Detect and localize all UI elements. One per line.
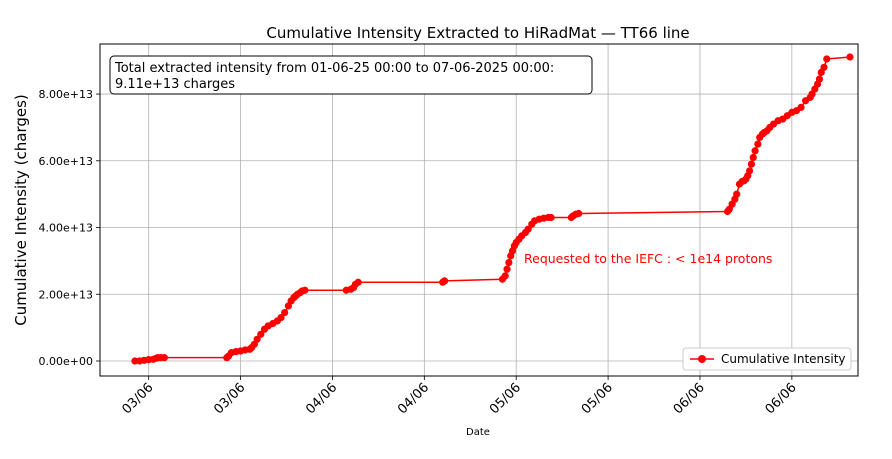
data-point: [747, 160, 756, 168]
y-tick-label: 6.00e+13: [39, 155, 93, 168]
data-point: [749, 153, 757, 162]
data-point: [733, 190, 741, 198]
data-point: [745, 167, 754, 175]
data-point: [820, 63, 828, 71]
data-point: [501, 272, 509, 280]
chart-title: Cumulative Intensity Extracted to HiRadM…: [266, 24, 689, 42]
plot-area: [99, 43, 859, 377]
data-point: [505, 258, 513, 267]
data-point: [524, 225, 532, 233]
data-point: [575, 209, 583, 218]
annotation-box-frame: [109, 55, 593, 95]
data-point: [440, 277, 449, 285]
legend-marker: [698, 355, 706, 363]
data-point: [797, 103, 805, 111]
y-tick-label: 8.00e+13: [39, 88, 93, 101]
requested-note: Requested to the IEFC : < 1e14 protons: [524, 251, 772, 266]
annotation-line-2: 9.11e+13 charges: [115, 77, 235, 92]
data-point: [547, 213, 555, 222]
data-point: [846, 53, 854, 61]
data-point: [257, 330, 265, 338]
data-point: [815, 75, 824, 83]
data-point: [281, 309, 289, 317]
series-layer: [131, 53, 854, 365]
legend-frame: [682, 347, 852, 371]
y-axis-ticks: 0.00e+00 2.00e+13 4.00e+13 6.00e+13 8.00e+13: [39, 88, 100, 368]
data-point: [751, 147, 759, 155]
legend: Cumulative Intensity: [682, 347, 852, 371]
x-gridlines: [148, 44, 793, 376]
annotation-box: Total extracted intensity from 01-06-25 …: [109, 55, 593, 95]
data-point: [754, 140, 762, 148]
data-point: [277, 314, 285, 322]
data-point: [253, 335, 261, 343]
data-point: [823, 55, 831, 63]
legend-label: Cumulative Intensity: [721, 352, 846, 366]
annotation-line-1: Total extracted intensity from 01-06-25 …: [114, 61, 554, 76]
y-tick-label: 4.00e+13: [39, 222, 93, 235]
y-axis-label: Cumulative Intensity (charges): [12, 94, 30, 326]
data-point: [301, 286, 309, 294]
y-tick-label: 2.00e+13: [39, 288, 93, 301]
data-point: [354, 278, 362, 286]
data-point: [160, 354, 168, 362]
y-tick-label: 0.00e+00: [39, 355, 93, 368]
data-point: [503, 265, 511, 273]
series-cumulative-intensity: [131, 53, 854, 365]
x-axis-label: Date: [466, 427, 490, 438]
